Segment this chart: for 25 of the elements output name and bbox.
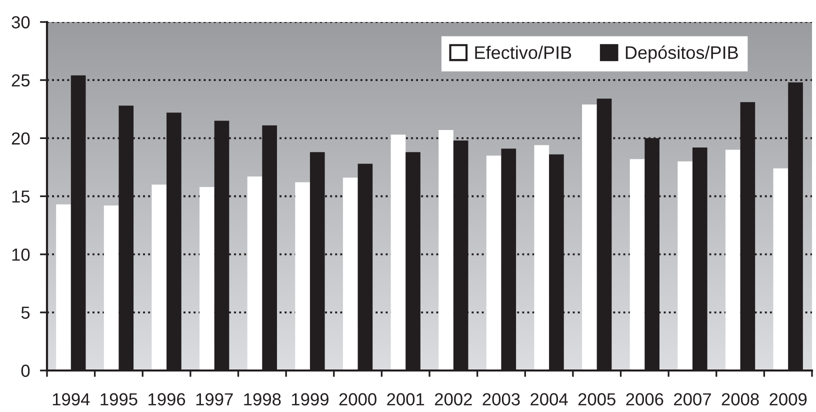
- legend-label: Efectivo/PIB: [475, 46, 572, 60]
- x-tick-label: 1996: [148, 393, 186, 406]
- x-tick-label: 2005: [578, 393, 616, 406]
- legend-label: Depósitos/PIB: [626, 46, 738, 63]
- x-tick-label: 1999: [292, 393, 328, 406]
- x-tick-label: 2004: [530, 393, 568, 406]
- x-tick-label: 2006: [626, 393, 664, 406]
- x-tick-label: 2000: [339, 393, 376, 406]
- x-tick-label: 1995: [100, 393, 138, 406]
- y-tick-label: 25: [12, 74, 30, 87]
- y-tick-label: 15: [12, 190, 30, 203]
- x-tick-label: 2003: [482, 393, 520, 406]
- y-tick-label: 30: [12, 16, 30, 28]
- x-tick-label: 2008: [722, 393, 759, 406]
- y-tick-label: 20: [12, 132, 30, 145]
- x-tick-label: 2001: [387, 393, 424, 406]
- x-tick-label: 2002: [434, 393, 472, 406]
- x-tick-label: 1998: [244, 393, 281, 406]
- x-tick-label: 1997: [196, 393, 233, 406]
- x-tick-label: 2009: [770, 393, 807, 406]
- y-tick-label: 0: [21, 364, 30, 377]
- x-tick-label: 1994: [52, 393, 90, 406]
- y-tick-label: 10: [12, 248, 30, 261]
- y-tick-label: 5: [21, 306, 30, 319]
- x-tick-label: 2007: [674, 393, 711, 406]
